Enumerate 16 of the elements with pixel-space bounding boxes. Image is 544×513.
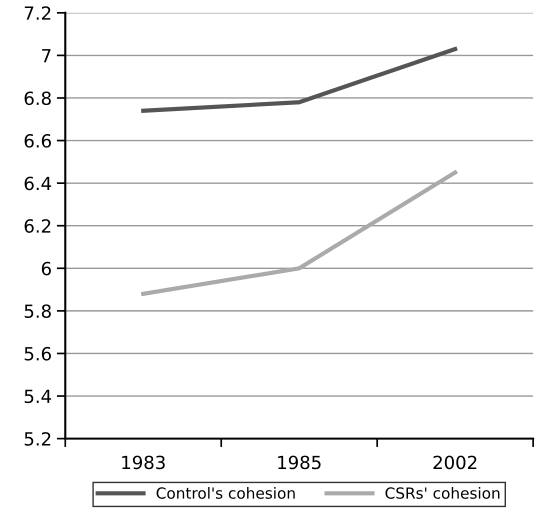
y-tick-label: 7.2	[24, 6, 50, 20]
x-tick-label: 1983	[122, 456, 165, 470]
y-tick-label: 7	[42, 49, 51, 62]
y-tick-label: 5.4	[24, 390, 52, 404]
y-tick-label: 6.8	[24, 91, 51, 106]
x-tick-label: 2002	[433, 456, 476, 470]
y-tick-label: 5.8	[24, 304, 51, 318]
legend-label: CSRs' cohesion	[386, 487, 500, 499]
y-tick-label: 6	[42, 262, 51, 276]
y-tick-label: 5.2	[24, 432, 50, 446]
x-tick-label: 1985	[278, 456, 321, 470]
y-tick-label: 6.2	[24, 219, 50, 233]
y-tick-label: 5.6	[24, 346, 51, 361]
y-tick-label: 6.6	[24, 134, 51, 148]
y-tick-label: 6.4	[24, 176, 52, 190]
legend-label: Control's cohesion	[156, 487, 295, 499]
